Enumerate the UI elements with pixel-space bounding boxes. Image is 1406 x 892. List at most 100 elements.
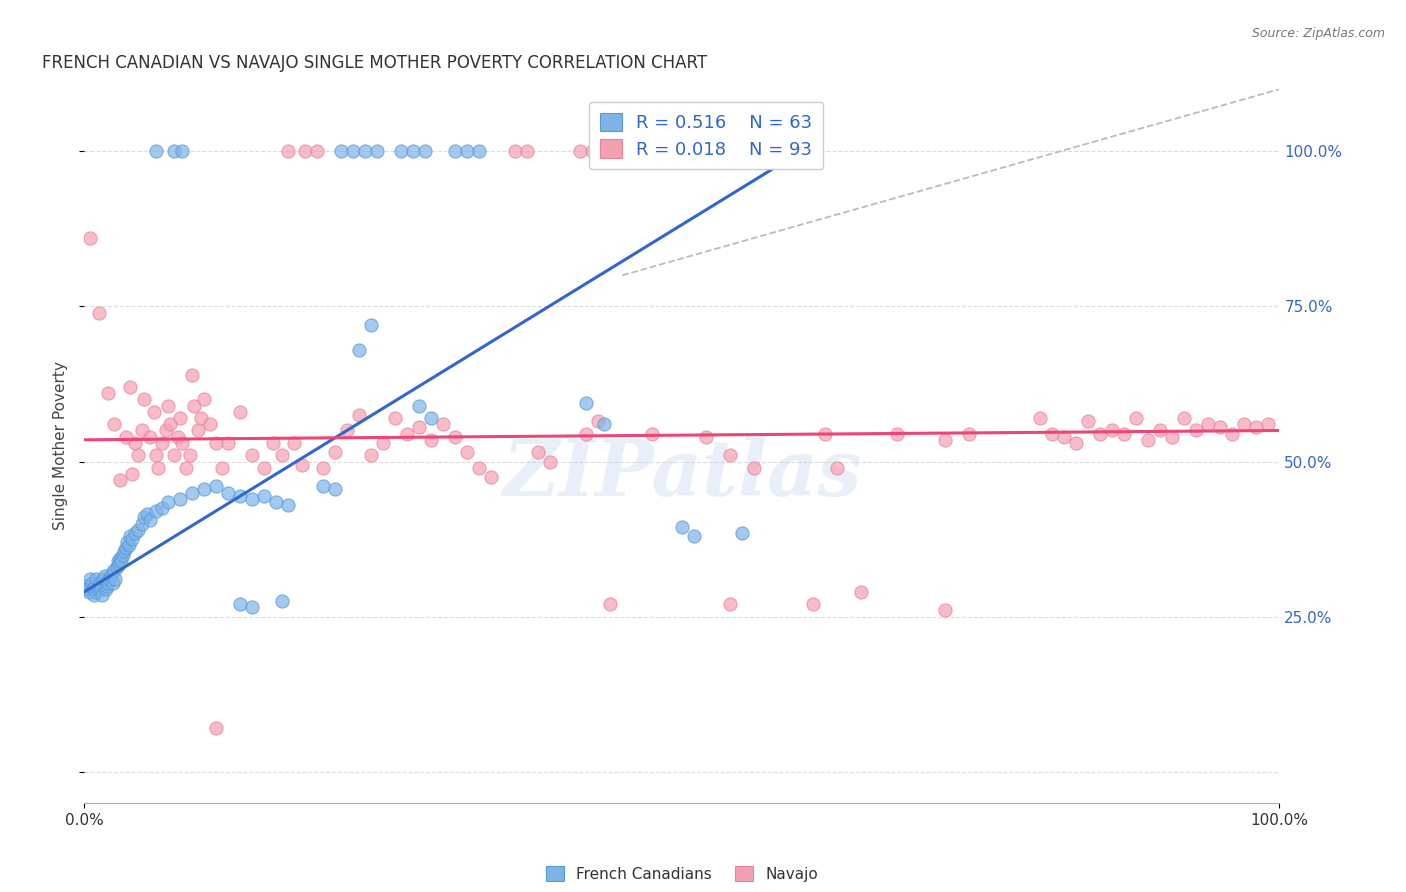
Point [127, 523, 149, 537]
Point [349, 343, 371, 357]
Point [76, 579, 98, 593]
Point [1101, 424, 1123, 438]
Point [641, 426, 664, 441]
Point [124, 436, 146, 450]
Point [479, 470, 502, 484]
Point [169, 411, 191, 425]
Point [360, 448, 382, 462]
Point [205, 436, 228, 450]
Point [1053, 430, 1076, 444]
Point [111, 548, 134, 562]
Point [124, 525, 146, 540]
Point [1184, 424, 1206, 438]
Point [110, 473, 132, 487]
Point [264, 495, 287, 509]
Point [157, 495, 180, 509]
Point [575, 395, 598, 409]
Point [110, 554, 132, 568]
Point [135, 508, 157, 522]
Point [90, 582, 112, 596]
Point [86, 573, 108, 587]
Point [84, 579, 107, 593]
Point [166, 430, 188, 444]
Point [593, 417, 616, 432]
Point [179, 448, 201, 462]
Point [159, 417, 181, 432]
Point [97, 386, 120, 401]
Point [467, 145, 491, 159]
Point [825, 460, 848, 475]
Point [849, 584, 872, 599]
Point [105, 560, 128, 574]
Point [444, 145, 467, 159]
Point [1173, 411, 1195, 425]
Point [205, 722, 228, 736]
Point [145, 504, 167, 518]
Point [1149, 424, 1171, 438]
Point [1208, 420, 1232, 434]
Point [127, 448, 149, 462]
Point [87, 579, 110, 593]
Y-axis label: Single Mother Poverty: Single Mother Poverty [52, 361, 67, 531]
Point [886, 426, 908, 441]
Point [419, 411, 441, 425]
Point [671, 519, 693, 533]
Point [360, 318, 382, 332]
Point [83, 588, 105, 602]
Point [193, 483, 215, 497]
Point [211, 460, 233, 475]
Point [205, 479, 228, 493]
Text: Source: ZipAtlas.com: Source: ZipAtlas.com [1251, 27, 1385, 40]
Point [132, 392, 156, 407]
Point [270, 448, 292, 462]
Point [366, 145, 388, 159]
Point [402, 145, 425, 159]
Point [294, 145, 316, 159]
Point [157, 399, 180, 413]
Point [228, 597, 252, 611]
Point [253, 460, 276, 475]
Point [540, 454, 562, 468]
Point [291, 458, 314, 472]
Point [121, 467, 143, 481]
Point [217, 485, 239, 500]
Point [103, 417, 125, 432]
Point [163, 448, 186, 462]
Point [569, 145, 592, 159]
Point [934, 603, 956, 617]
Point [683, 529, 704, 543]
Point [312, 479, 335, 493]
Point [180, 368, 202, 382]
Point [408, 399, 430, 413]
Point [98, 573, 121, 587]
Point [174, 460, 197, 475]
Point [110, 550, 132, 565]
Point [89, 575, 111, 590]
Point [172, 145, 194, 159]
Point [172, 436, 194, 450]
Point [581, 145, 603, 159]
Point [307, 145, 329, 159]
Point [79, 231, 101, 245]
Point [413, 145, 436, 159]
Point [371, 436, 394, 450]
Point [187, 424, 209, 438]
Point [118, 529, 141, 543]
Point [121, 532, 143, 546]
Point [150, 436, 173, 450]
Point [1220, 426, 1243, 441]
Point [240, 491, 263, 506]
Point [77, 584, 100, 599]
Point [115, 541, 138, 556]
Point [731, 525, 754, 540]
Point [1040, 426, 1064, 441]
Point [150, 501, 173, 516]
Point [419, 433, 441, 447]
Point [193, 392, 215, 407]
Point [277, 498, 299, 512]
Point [131, 516, 153, 531]
Point [323, 445, 347, 459]
Point [456, 145, 478, 159]
Point [79, 573, 101, 587]
Point [718, 597, 741, 611]
